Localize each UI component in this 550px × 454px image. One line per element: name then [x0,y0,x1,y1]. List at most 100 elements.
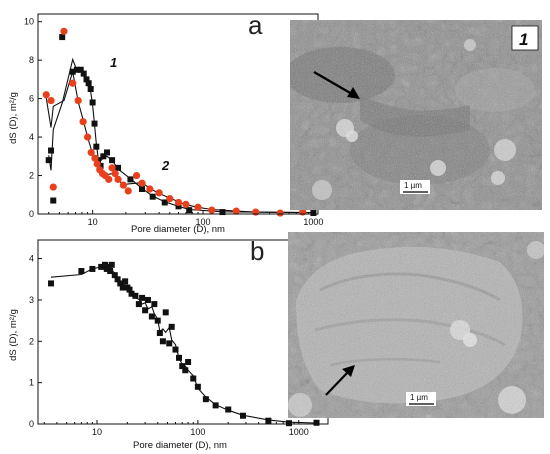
data-point [91,154,99,162]
data-point [176,354,183,361]
data-point [97,162,104,169]
data-point [108,261,115,268]
x-tick-label: 10 [92,427,102,437]
scale-bar-a: 1 µm [400,180,430,194]
data-point [162,309,169,316]
scale-bar-b: 1 µm [406,392,436,406]
data-point [83,133,92,141]
chart-a: dS (D), m²/g Pore diameter (D), nm 0 2 4 6 8… [8,13,323,235]
data-point [119,284,126,291]
plot-frame [37,239,329,425]
data-point [83,76,90,83]
data-point [127,176,134,183]
data-point [93,160,101,168]
data-point [194,383,201,390]
data-point [132,292,139,299]
data-point [119,181,128,189]
data-point [276,209,284,217]
data-point [101,261,108,268]
y-tick-label: 10 [24,17,34,27]
chart-b: dS (D), m²/g Pore diameter (D), nm 0 1 2 3 4… [8,239,329,451]
x-axis-label: Pore diameter (D), nm [133,440,227,451]
data-point [93,143,100,150]
y-tick-label: 1 [29,378,34,388]
data-point [232,207,240,215]
data-point [155,189,163,197]
y-tick-label: 8 [29,55,34,65]
data-point [239,412,246,419]
data-point [175,203,182,210]
data-point [154,317,161,324]
data-point [142,307,149,314]
data-point [60,27,68,35]
data-point [313,419,320,426]
data-point [138,179,146,187]
data-point [42,91,50,99]
y-tick-label: 0 [29,209,34,219]
data-point [219,209,226,216]
data-point [285,420,292,427]
data-point [179,363,186,370]
data-point [108,164,116,172]
data-point [105,175,113,183]
data-point [47,96,55,105]
x-tick-label: 1000 [303,217,323,227]
data-point [73,66,80,73]
data-point [87,86,94,92]
y-tick-label: 4 [29,254,34,264]
data-point [89,265,96,272]
data-point [117,280,124,287]
data-point [132,171,141,180]
data-point [100,153,107,160]
data-point [149,193,156,200]
data-point [69,79,77,87]
data-point [185,358,192,365]
arrow-a [313,71,360,99]
panel-letter-a: a [248,10,263,40]
sem-image-a [290,20,542,210]
data-point [80,70,87,77]
x-tick-label: 100 [190,427,205,437]
data-point [135,301,142,308]
data-point [166,340,173,347]
data-point [122,278,129,285]
data-point [77,66,84,73]
y-axis-label: dS (D), m²/g [8,92,19,144]
x-axis-label: Pore diameter (D), nm [131,224,225,235]
data-point [87,148,95,157]
sem-label-box [511,25,539,51]
data-point [98,263,105,270]
data-point [208,206,216,214]
data-point [48,147,55,154]
trend-line [48,57,314,214]
data-point [182,367,189,374]
data-point [138,186,145,192]
data-point [151,301,158,308]
data-point [174,198,183,207]
data-point [159,338,166,345]
x-tick-label: 100 [196,217,211,227]
data-point [48,280,55,287]
x-tick-label: 10 [88,217,98,227]
data-point [105,263,112,270]
sem-image-b [288,232,544,418]
data-point [126,286,133,293]
data-point [49,183,57,191]
data-point [69,68,76,75]
data-point [166,195,174,203]
x-tick-label: 1000 [289,427,309,437]
y-tick-label: 4 [29,132,34,142]
data-point [91,120,98,127]
panel-letter-b: b [250,236,264,266]
data-point [107,268,114,275]
data-point [172,346,179,353]
sem-label-a: 1 [519,30,528,49]
y-tick-label: 6 [29,94,34,104]
y-tick-label: 2 [29,171,34,181]
data-point [85,80,92,87]
trend-line [45,71,303,214]
arrow-b [325,365,355,396]
data-point [252,208,260,216]
trend-line [50,266,317,424]
